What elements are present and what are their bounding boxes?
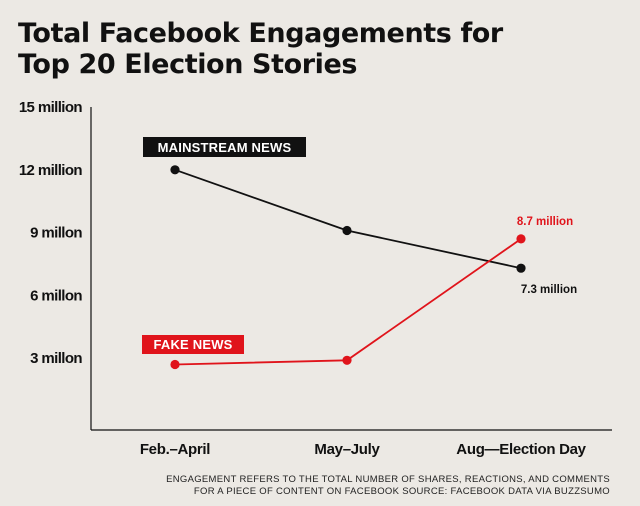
chart-title: Total Facebook Engagements for Top 20 El…: [18, 18, 503, 80]
footnote-line-2: FOR A PIECE OF CONTENT ON FACEBOOK SOURC…: [193, 486, 610, 497]
footnote: ENGAGEMENT REFERS TO THE TOTAL NUMBER OF…: [166, 474, 610, 498]
y-tick-label-0: 15 million: [19, 99, 83, 116]
series-tags: MAINSTREAM NEWS FAKE NEWS: [142, 137, 306, 354]
series-group: 7.3 million 8.7 million: [170, 165, 577, 370]
series-line-0: [174, 168, 522, 270]
y-tick-label-3: 6 millon: [30, 287, 82, 304]
chart-title-line-2: Top 20 Election Stories: [18, 49, 358, 80]
series-1-tag-text: FAKE NEWS: [153, 337, 232, 352]
series-1-point-2: [516, 234, 526, 244]
x-tick-label-1: May–July: [314, 441, 380, 458]
series-1-point-0: [170, 359, 180, 370]
y-tick-label-1: 12 million: [19, 162, 83, 179]
series-0-point-1: [342, 225, 352, 236]
x-tick-label-2: Aug—Election Day: [456, 441, 586, 458]
series-0-point-2: [516, 263, 526, 273]
y-tick-labels: 15 million 12 million 9 millon 6 millon 3 mi…: [19, 99, 83, 367]
y-tick-label-4: 3 millon: [30, 350, 82, 367]
x-tick-labels: Feb.–April May–July Aug—Election Day: [140, 441, 587, 458]
series-0-tag: MAINSTREAM NEWS: [143, 137, 306, 157]
series-1-end-label: 8.7 million: [517, 216, 573, 228]
footnote-line-1: ENGAGEMENT REFERS TO THE TOTAL NUMBER OF…: [166, 474, 610, 485]
series-0-tag-text: MAINSTREAM NEWS: [158, 140, 292, 155]
series-1-tag: FAKE NEWS: [142, 335, 244, 354]
chart-title-line-1: Total Facebook Engagements for: [18, 18, 503, 49]
series-1-tag-box: [142, 335, 244, 354]
series-1-point-1: [342, 355, 352, 365]
series-0-tag-box: [143, 137, 306, 157]
series-0-end-label: 7.3 million: [521, 284, 577, 296]
series-0-point-0: [170, 165, 180, 175]
x-tick-label-0: Feb.–April: [140, 441, 210, 458]
y-tick-label-2: 9 millon: [30, 225, 82, 242]
